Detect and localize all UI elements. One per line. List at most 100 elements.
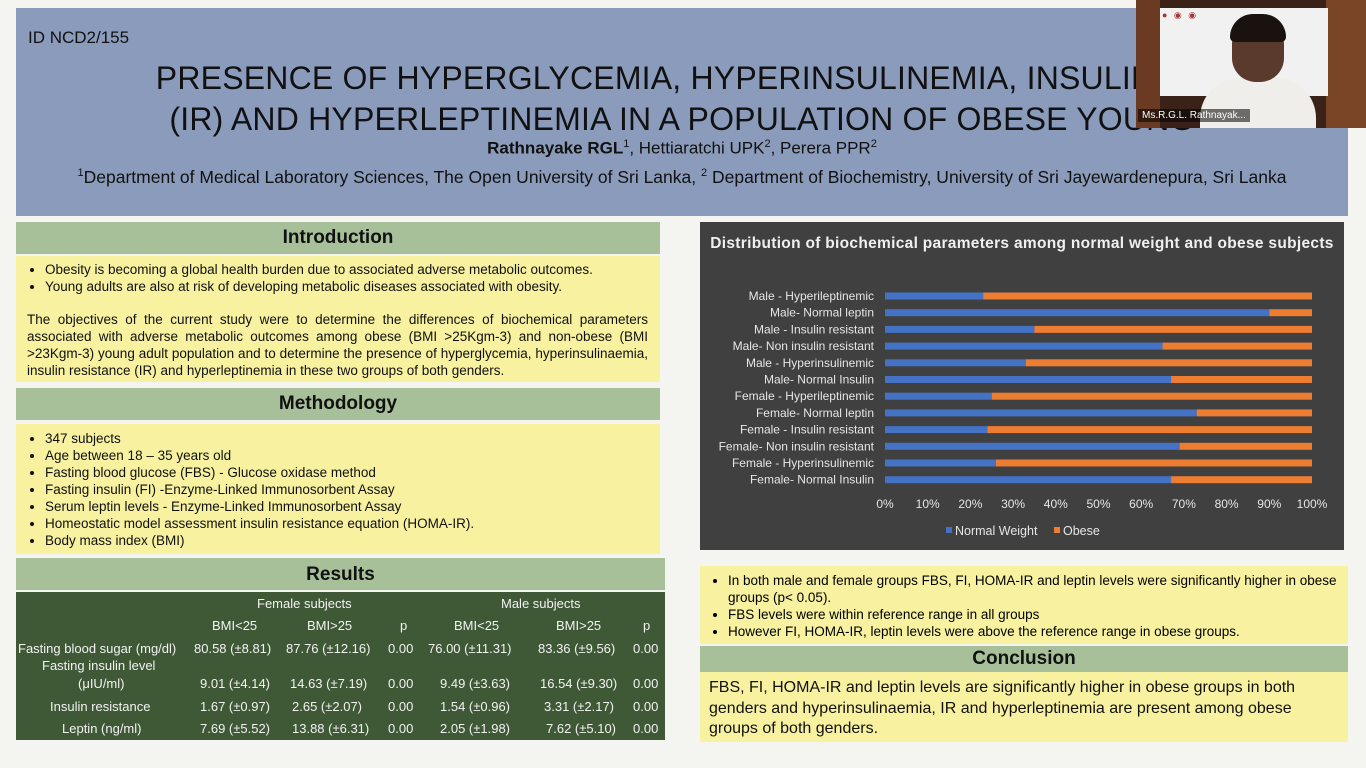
results-table: Female subjects Male subjects BMI<25 BMI… bbox=[16, 592, 665, 740]
row-label: Leptin (ng/ml) bbox=[62, 721, 142, 736]
table-cell: 0.00 bbox=[388, 676, 414, 691]
table-cell: 0.00 bbox=[633, 699, 659, 714]
x-tick-label: 0% bbox=[876, 497, 894, 511]
x-tick-label: 70% bbox=[1172, 497, 1196, 511]
list-item: Fasting insulin (FI) -Enzyme-Linked Immu… bbox=[45, 481, 660, 498]
bar-normal-weight bbox=[885, 392, 992, 400]
x-tick-label: 50% bbox=[1086, 497, 1110, 511]
bar-obese bbox=[1025, 359, 1312, 367]
column-header: BMI>25 bbox=[556, 618, 602, 633]
logo-icons: ● ◉ ◉ bbox=[1162, 10, 1199, 20]
results-heading: Results bbox=[16, 558, 665, 590]
table-cell: 3.31 (±2.17) bbox=[544, 699, 615, 714]
bar-obese bbox=[987, 426, 1312, 434]
bar-normal-weight bbox=[885, 359, 1026, 367]
legend-swatch bbox=[1054, 527, 1060, 533]
bar-obese bbox=[1269, 309, 1312, 317]
participant-video-tile[interactable]: ● ◉ ◉ Ms.R.G.L. Rathnayak... bbox=[1136, 0, 1366, 128]
x-tick-label: 20% bbox=[958, 497, 982, 511]
findings-body: In both male and female groups FBS, FI, … bbox=[700, 566, 1348, 644]
bar-normal-weight bbox=[885, 442, 1180, 450]
row-label-unit: (μIU/ml) bbox=[78, 676, 125, 691]
table-cell: 0.00 bbox=[633, 721, 659, 736]
stacked-bar-chart: Male - Hyperileptinemic Male- Normal lept… bbox=[719, 289, 1328, 538]
participant-name: Ms.R.G.L. Rathnayak... bbox=[1138, 109, 1250, 122]
x-tick-label: 80% bbox=[1215, 497, 1239, 511]
table-cell: 2.65 (±2.07) bbox=[292, 699, 363, 714]
bar-normal-weight bbox=[885, 342, 1163, 350]
introduction-list: Obesity is becoming a global health burd… bbox=[16, 256, 660, 295]
category-label: Male- Non insulin resistant bbox=[733, 339, 875, 353]
list-item: Young adults are also at risk of develop… bbox=[45, 278, 660, 295]
poster-title-line-1: PRESENCE OF HYPERGLYCEMIA, HYPERINSULINE… bbox=[155, 60, 1209, 96]
bar-obese bbox=[991, 392, 1312, 400]
bar-normal-weight bbox=[885, 376, 1172, 383]
background-curtain-left bbox=[1136, 0, 1160, 128]
list-item: Obesity is becoming a global health burd… bbox=[45, 261, 660, 278]
table-cell: 1.67 (±0.97) bbox=[200, 699, 271, 714]
chart-title: Distribution of biochemical parameters a… bbox=[710, 235, 1334, 252]
x-tick-label: 30% bbox=[1001, 497, 1025, 511]
category-label: Female- Normal leptin bbox=[756, 406, 874, 420]
x-tick-label: 40% bbox=[1044, 497, 1068, 511]
introduction-paragraph: The objectives of the current study were… bbox=[27, 312, 648, 378]
table-cell: 0.00 bbox=[633, 641, 659, 656]
category-label: Female - Insulin resistant bbox=[740, 423, 875, 437]
background-curtain-right bbox=[1326, 0, 1366, 128]
column-header: BMI>25 bbox=[307, 618, 353, 633]
column-header: BMI<25 bbox=[212, 618, 258, 633]
legend-label: Obese bbox=[1063, 524, 1100, 538]
bar-normal-weight bbox=[885, 459, 997, 467]
row-label: Fasting insulin level bbox=[42, 658, 156, 673]
table-cell: 80.58 (±8.81) bbox=[194, 641, 272, 656]
bar-obese bbox=[1179, 442, 1312, 450]
table-cell: 16.54 (±9.30) bbox=[540, 676, 618, 691]
table-cell: 9.01 (±4.14) bbox=[200, 676, 271, 691]
table-cell: 7.69 (±5.52) bbox=[200, 721, 271, 736]
list-item: However FI, HOMA-IR, leptin levels were … bbox=[728, 623, 1348, 640]
x-tick-label: 60% bbox=[1129, 497, 1153, 511]
table-cell: 87.76 (±12.16) bbox=[286, 641, 371, 656]
x-tick-label: 90% bbox=[1257, 497, 1281, 511]
bar-normal-weight bbox=[885, 309, 1270, 317]
bar-obese bbox=[1171, 476, 1312, 484]
category-label: Male - Hyperinsulinemic bbox=[746, 356, 874, 370]
table-cell: 14.63 (±7.19) bbox=[290, 676, 368, 691]
category-label: Male- Normal leptin bbox=[770, 306, 874, 320]
list-item: Age between 18 – 35 years old bbox=[45, 447, 660, 464]
participant-hair bbox=[1230, 14, 1286, 42]
conclusion-heading: Conclusion bbox=[700, 646, 1348, 672]
methodology-list: 347 subjects Age between 18 – 35 years o… bbox=[16, 424, 660, 549]
bar-normal-weight bbox=[885, 476, 1172, 484]
column-header: p bbox=[643, 618, 651, 633]
table-cell: 83.36 (±9.56) bbox=[538, 641, 616, 656]
chart-panel: Distribution of biochemical parameters a… bbox=[700, 222, 1344, 550]
bar-normal-weight bbox=[885, 409, 1197, 417]
bar-obese bbox=[996, 459, 1312, 467]
column-header: BMI<25 bbox=[454, 618, 500, 633]
bar-obese bbox=[1034, 325, 1312, 333]
list-item: Fasting blood glucose (FBS) - Glucose ox… bbox=[45, 464, 660, 481]
co-author-1: , Hettiaratchi UPK bbox=[629, 138, 765, 158]
conclusion-text: FBS, FI, HOMA-IR and leptin levels are s… bbox=[709, 679, 1296, 737]
table-cell: 0.00 bbox=[388, 699, 414, 714]
category-label: Female- Non insulin resistant bbox=[719, 439, 875, 453]
list-item: Body mass index (BMI) bbox=[45, 532, 660, 549]
poster-header: ID NCD2/155 PRESENCE OF HYPERGLYCEMIA, H… bbox=[16, 8, 1348, 216]
female-group-header: Female subjects bbox=[257, 596, 352, 611]
category-label: Female- Normal Insulin bbox=[750, 473, 874, 487]
table-cell: 7.62 (±5.10) bbox=[546, 721, 617, 736]
category-label: Male- Normal Insulin bbox=[764, 373, 874, 387]
list-item: Homeostatic model assessment insulin res… bbox=[45, 515, 660, 532]
row-label: Insulin resistance bbox=[50, 699, 151, 714]
table-cell: 76.00 (±11.31) bbox=[428, 641, 512, 656]
category-label: Female - Hyperinsulinemic bbox=[732, 456, 874, 470]
category-label: Male - Insulin resistant bbox=[754, 322, 875, 336]
category-label: Female - Hyperileptinemic bbox=[735, 389, 874, 403]
introduction-body: Obesity is becoming a global health burd… bbox=[16, 256, 660, 382]
bar-normal-weight bbox=[885, 426, 988, 434]
table-cell: 0.00 bbox=[388, 641, 414, 656]
findings-list: In both male and female groups FBS, FI, … bbox=[700, 566, 1348, 640]
table-cell: 0.00 bbox=[633, 676, 659, 691]
table-cell: 0.00 bbox=[388, 721, 414, 736]
